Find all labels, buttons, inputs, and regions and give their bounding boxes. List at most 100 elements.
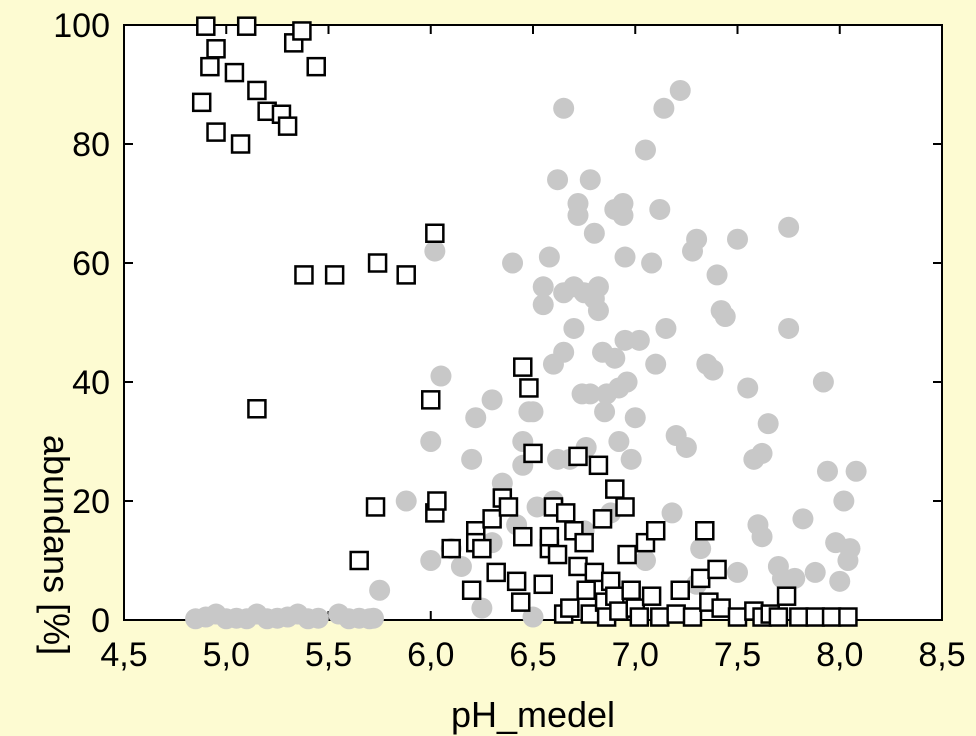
circle-point [653,97,675,119]
square-point [196,16,216,36]
square-point [690,568,711,589]
circle-point [532,294,554,316]
y-tick-label: 80 [72,126,110,164]
square-point [609,601,629,621]
circle-point [450,555,472,577]
square-point [427,491,447,511]
circle-point [522,401,544,423]
square-point [191,92,212,113]
circle-point [804,561,826,583]
circle-point [461,448,483,470]
circle-point [583,222,605,244]
square-point [682,607,703,627]
circle-point [816,460,838,482]
square-point [200,56,220,77]
square-point [421,390,441,410]
circle-point [395,490,417,512]
circle-point [778,317,800,339]
square-point [584,562,605,583]
square-point [472,538,492,559]
circle-point [594,401,616,423]
circle-point [307,607,329,629]
circle-point [567,204,589,226]
square-point [615,497,635,517]
circle-point [620,448,642,470]
circle-point [563,317,585,339]
square-point [650,607,670,627]
circle-point [634,139,656,161]
circle-point [829,570,851,592]
circle-point [424,240,446,262]
square-point [621,580,641,600]
x-tick-label: 7,5 [714,636,761,674]
circle-point [792,508,814,530]
circle-point [675,436,697,458]
circle-point [547,169,569,191]
square-point [292,21,312,41]
circle-point [686,228,708,250]
square-series [191,16,858,627]
square-point [776,586,797,606]
circle-point [538,246,560,268]
square-point [838,607,858,627]
circle-point [608,431,630,452]
square-point [461,580,482,600]
circle-point [430,365,452,387]
square-point [206,122,226,142]
square-point [523,443,543,464]
circle-point [702,359,724,381]
y-axis-ticks: 0 20 40 60 80 100 [53,7,942,640]
circle-point [634,550,656,571]
circle-point [669,79,691,101]
circle-point [502,252,524,274]
square-point [789,607,809,627]
square-point [605,479,625,499]
square-point [486,562,506,583]
square-point [510,592,531,612]
square-point [555,503,576,523]
square-point [224,62,245,83]
x-tick-label: 5,0 [203,636,250,674]
x-tick-label: 5,5 [305,636,352,674]
square-point [560,598,580,618]
square-point [513,357,533,377]
square-point [539,526,560,547]
circle-point [645,353,667,375]
square-point [768,607,789,627]
x-axis-ticks: 4,5 5,0 5,5 6,0 6,5 7,0 7,5 8,0 8,5 [100,25,966,674]
square-point [306,56,326,77]
square-point [324,265,345,285]
circle-point [751,442,773,464]
circle-point [587,276,609,298]
square-point [230,134,251,154]
x-tick-label: 8,0 [816,636,863,674]
x-tick-label: 7,0 [612,636,659,674]
square-point [645,521,666,541]
circle-point [604,347,626,369]
square-point [707,559,727,580]
x-tick-label: 6,5 [509,636,556,674]
square-point [425,223,445,243]
circle-point [420,431,442,452]
square-point [367,253,388,273]
square-point [588,455,609,476]
y-tick-label: 40 [72,364,110,402]
circle-point [778,216,800,238]
circle-point [751,526,773,548]
circle-point [579,383,601,405]
circle-point [661,502,683,524]
square-point [592,509,613,529]
circle-point [839,538,861,560]
square-point [277,116,298,136]
square-point [568,446,588,467]
circle-point [655,317,677,339]
square-point [349,550,369,571]
circle-point [612,204,634,226]
square-point [821,607,842,627]
circle-point [737,377,759,399]
y-tick-label: 20 [72,483,110,521]
square-point [695,521,715,541]
square-point [711,598,731,618]
square-point [247,399,267,419]
